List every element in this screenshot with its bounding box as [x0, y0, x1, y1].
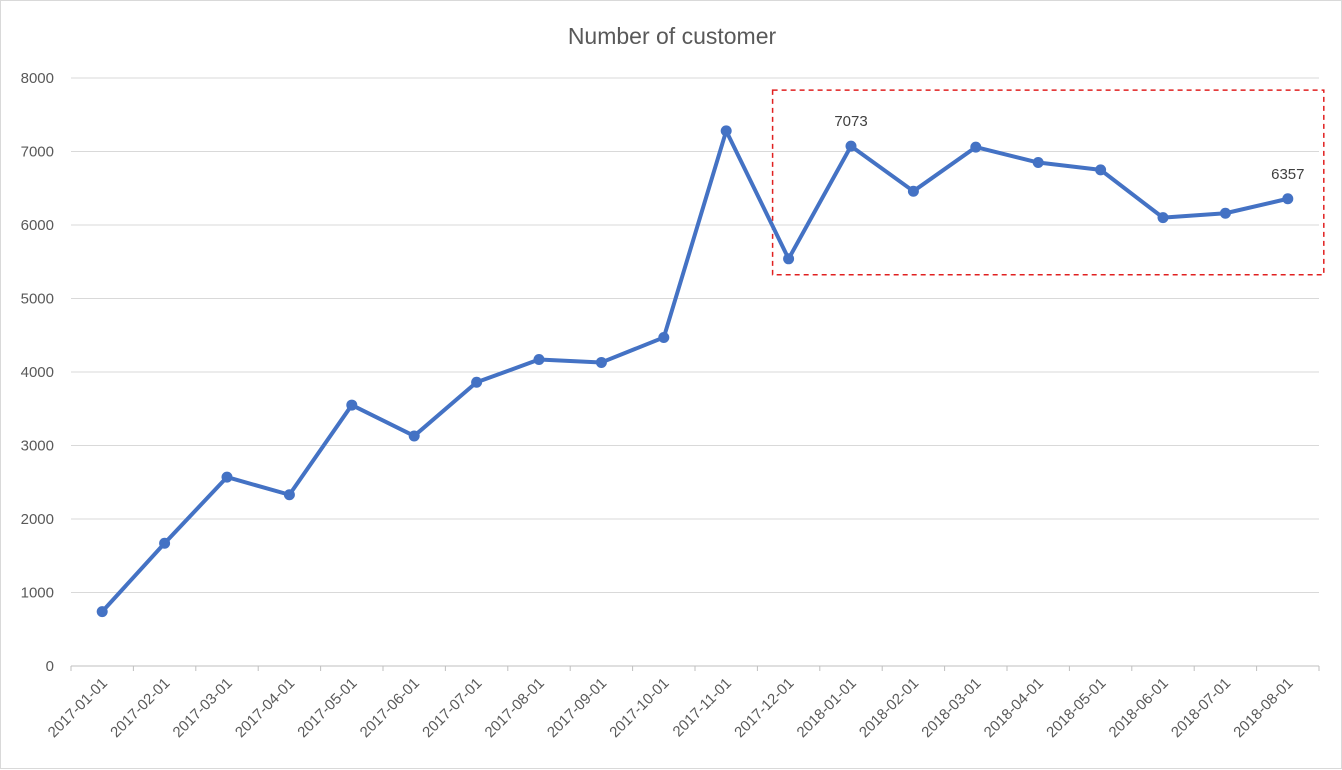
- data-point: [1157, 212, 1169, 224]
- data-point: [595, 356, 607, 368]
- y-axis: 0 1000 2000 3000 4000 5000 6000 7000 8000: [21, 70, 54, 675]
- y-tick-label: 8000: [21, 70, 54, 87]
- x-tick-label: 2017-05-01: [294, 675, 360, 741]
- data-point: [845, 140, 857, 152]
- data-point: [1095, 164, 1107, 176]
- data-point: [783, 253, 795, 265]
- data-labels: 7073 6357: [834, 113, 1304, 183]
- x-tick-label: 2017-10-01: [606, 675, 672, 741]
- x-tick-label: 2018-03-01: [918, 675, 984, 741]
- data-label: 7073: [834, 113, 867, 130]
- y-tick-label: 2000: [21, 511, 54, 528]
- highlight-region: [771, 89, 1325, 276]
- data-point: [658, 331, 670, 343]
- data-point: [907, 185, 919, 197]
- data-point: [408, 430, 420, 442]
- x-tick-label: 2017-08-01: [482, 675, 548, 741]
- x-tick-label: 2017-11-01: [670, 675, 735, 740]
- data-point: [471, 376, 483, 388]
- x-tick-label: 2017-07-01: [419, 675, 485, 741]
- data-point: [346, 399, 358, 411]
- data-point: [221, 471, 233, 483]
- data-label: 6357: [1271, 166, 1304, 183]
- x-tick-label: 2018-05-01: [1043, 675, 1109, 741]
- x-tick-label: 2018-06-01: [1106, 675, 1172, 741]
- y-tick-label: 0: [46, 658, 54, 675]
- y-tick-label: 3000: [21, 438, 54, 455]
- highlight-box: [771, 89, 1325, 276]
- x-tick-label: 2018-04-01: [981, 675, 1047, 741]
- x-tick-label: 2018-08-01: [1230, 675, 1296, 741]
- chart-title: Number of customer: [568, 23, 777, 49]
- gridlines: [71, 77, 1319, 667]
- series-line: [100, 128, 1290, 614]
- x-tick-label: 2017-04-01: [232, 675, 298, 741]
- x-tick-label: 2017-02-01: [107, 675, 173, 741]
- data-point: [1032, 157, 1044, 169]
- data-point: [159, 537, 171, 549]
- data-point: [533, 354, 545, 366]
- plot-area: [96, 125, 1294, 618]
- data-point: [96, 606, 108, 618]
- x-tick-label: 2018-02-01: [856, 675, 922, 741]
- x-axis: 2017-01-012017-02-012017-03-012017-04-01…: [45, 666, 1320, 741]
- y-tick-label: 4000: [21, 364, 54, 381]
- x-tick-label: 2017-06-01: [357, 675, 423, 741]
- y-tick-label: 6000: [21, 217, 54, 234]
- x-tick-label: 2018-07-01: [1168, 675, 1234, 741]
- data-point: [970, 141, 982, 153]
- y-tick-label: 1000: [21, 585, 54, 602]
- y-tick-label: 5000: [21, 291, 54, 308]
- x-tick-label: 2017-09-01: [544, 675, 610, 741]
- x-tick-label: 2018-01-01: [794, 675, 860, 741]
- data-point: [1219, 207, 1231, 219]
- data-point: [720, 125, 732, 137]
- data-point: [283, 489, 295, 501]
- y-tick-label: 7000: [21, 144, 54, 161]
- x-tick-label: 2017-01-01: [45, 675, 111, 741]
- x-tick-label: 2017-03-01: [170, 675, 236, 741]
- data-point: [1282, 193, 1294, 205]
- x-tick-label: 2017-12-01: [731, 675, 797, 741]
